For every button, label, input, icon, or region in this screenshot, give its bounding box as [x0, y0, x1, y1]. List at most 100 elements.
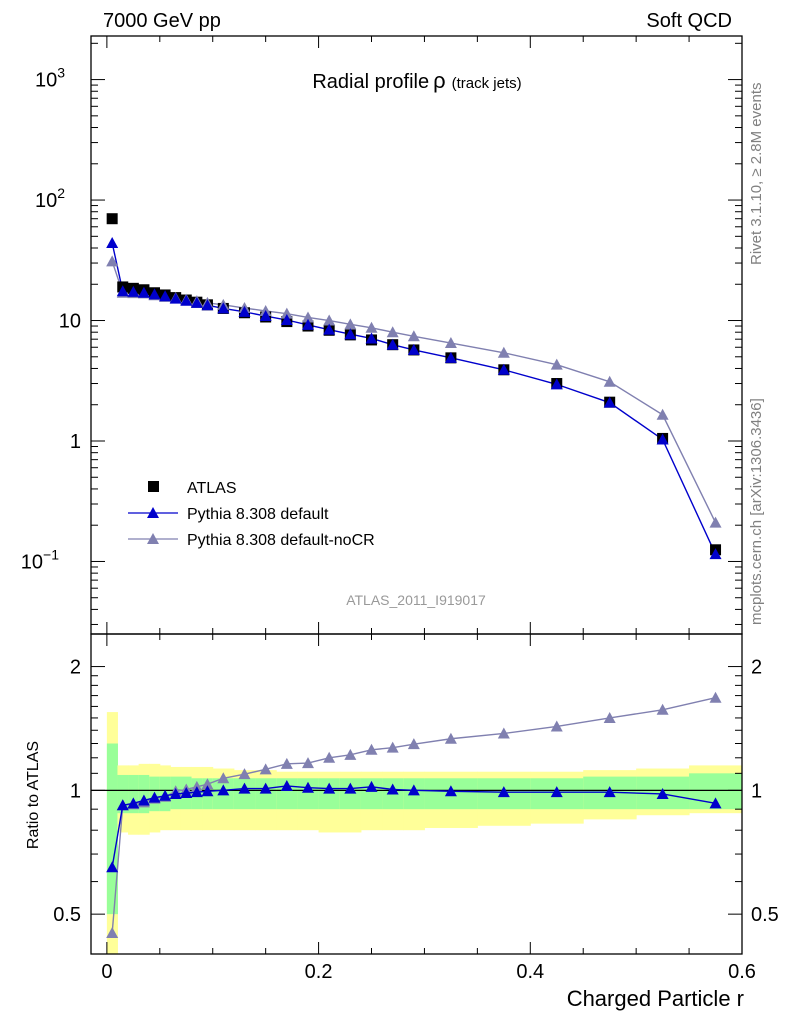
data-point-pythia-default	[201, 299, 214, 311]
legend-label-pythia-nocr: Pythia 8.308 default-noCR	[187, 532, 375, 549]
ratio-point-pythia-nocr	[444, 732, 457, 744]
axis-ticks	[91, 36, 743, 955]
data-point-pythia-default	[302, 318, 314, 330]
ratio-point-pythia-default	[201, 785, 214, 797]
data-point-pythia-nocr	[280, 307, 293, 319]
y-tick-label: 103	[35, 65, 65, 92]
data-point-pythia-default	[169, 292, 182, 304]
data-point-pythia-default	[386, 338, 399, 350]
ratio-point-pythia-nocr	[656, 703, 669, 715]
data-point-pythia-default	[116, 285, 129, 297]
data-point-pythia-default	[190, 296, 203, 308]
data-point-pythia-default	[709, 548, 722, 560]
data-point-pythia-default	[137, 286, 150, 298]
ratio-band-inner	[233, 778, 256, 810]
ratio-point-pythia-default	[148, 791, 161, 803]
ratio-y-tick-label-left: 0.5	[53, 904, 81, 926]
data-point-pythia-default	[148, 288, 161, 300]
header-energy-label: 7000 GeV pp	[103, 10, 221, 32]
ratio-point-pythia-default	[259, 782, 272, 794]
x-tick-label: 0.2	[305, 961, 333, 983]
ratio-y-axis-label: Ratio to ATLAS	[25, 741, 42, 849]
ratio-point-pythia-default	[169, 787, 182, 799]
ratio-band-inner	[360, 778, 383, 810]
ratio-point-pythia-default	[497, 786, 510, 798]
data-point-pythia-nocr	[302, 311, 314, 323]
data-point-pythia-default	[323, 323, 336, 335]
ratio-panel-marks	[106, 691, 722, 938]
ratio-y-tick-label-left: 1	[70, 780, 81, 802]
ratio-point-pythia-default	[238, 782, 251, 794]
ratio-point-pythia-default	[190, 786, 203, 798]
ratio-point-pythia-default	[386, 783, 399, 795]
ratio-point-pythia-nocr	[259, 763, 272, 775]
ratio-y-tick-label-right: 1	[751, 780, 762, 802]
ratio-band-inner	[255, 778, 277, 810]
ratio-point-pythia-default	[127, 797, 140, 809]
ratio-point-pythia-nocr	[709, 691, 722, 703]
data-point-pythia-default	[159, 290, 172, 302]
ratio-point-pythia-default	[137, 794, 150, 806]
y-tick-label: 10	[59, 311, 81, 333]
legend-label-pythia-default: Pythia 8.308 default	[187, 506, 329, 523]
main-chart-title: Radial profile ρ (track jets)	[312, 68, 521, 93]
ratio-y-tick-label-right: 0.5	[751, 904, 779, 926]
ratio-point-pythia-default	[106, 861, 119, 873]
ratio-y-tick-label-right: 2	[751, 657, 762, 679]
ratio-point-pythia-default	[344, 782, 357, 794]
x-axis-label: Charged Particle r	[567, 986, 744, 1011]
ratio-band-inner	[297, 778, 320, 810]
ratio-point-pythia-nocr	[497, 727, 510, 739]
plot-frames	[90, 35, 743, 955]
ratio-point-pythia-nocr	[106, 926, 119, 938]
ratio-point-pythia-default	[217, 784, 230, 796]
x-tick-label: 0	[101, 961, 112, 983]
data-point-pythia-default	[106, 237, 119, 249]
ratio-point-pythia-default	[159, 789, 172, 801]
ratio-point-pythia-default	[280, 779, 293, 791]
data-point-pythia-default	[656, 433, 669, 445]
legend-marker-atlas	[148, 481, 159, 492]
ratio-point-pythia-nocr	[302, 757, 314, 769]
ratio-y-tick-label-left: 2	[70, 657, 81, 679]
ratio-band-inner	[128, 774, 140, 814]
data-point-pythia-nocr	[444, 337, 457, 349]
ratio-point-pythia-nocr	[386, 741, 399, 753]
data-point-pythia-default	[550, 378, 563, 390]
ratio-point-pythia-nocr	[323, 751, 336, 763]
analysis-watermark: ATLAS_2011_I919017	[346, 592, 486, 608]
ratio-point-pythia-default	[323, 782, 336, 794]
data-point-pythia-nocr	[497, 346, 510, 358]
x-tick-label: 0.4	[516, 961, 544, 983]
data-point-pythia-default	[180, 294, 193, 306]
data-point-pythia-default	[444, 351, 457, 363]
data-point-atlas	[106, 213, 118, 225]
ratio-point-pythia-default	[116, 799, 129, 811]
y-tick-label: 102	[35, 185, 65, 212]
ratio-band-inner	[106, 743, 118, 915]
ratio-band-inner	[117, 774, 129, 814]
legend-marker-pythia-nocr	[147, 533, 159, 544]
data-point-pythia-default	[127, 285, 140, 297]
ratio-point-pythia-default	[365, 780, 378, 792]
ratio-point-pythia-nocr	[407, 738, 420, 750]
data-point-pythia-nocr	[550, 358, 563, 370]
data-point-pythia-default	[280, 314, 293, 326]
ratio-point-pythia-nocr	[550, 720, 563, 732]
data-point-pythia-nocr	[365, 321, 378, 333]
legend: ATLAS Pythia 8.308 default Pythia 8.308 …	[128, 480, 375, 549]
ratio-band-inner	[318, 778, 341, 810]
ratio-band-inner	[339, 778, 362, 810]
ratio-point-pythia-default	[709, 797, 722, 809]
legend-marker-pythia-default	[147, 507, 159, 518]
data-point-pythia-default	[603, 396, 616, 408]
ratio-point-pythia-nocr	[365, 743, 378, 755]
ratio-point-pythia-default	[407, 784, 420, 796]
ratio-band-inner	[138, 774, 150, 814]
data-point-pythia-nocr	[106, 255, 119, 267]
data-point-pythia-default	[238, 305, 251, 317]
ratio-point-pythia-default	[656, 787, 669, 799]
data-point-pythia-default	[344, 328, 357, 340]
